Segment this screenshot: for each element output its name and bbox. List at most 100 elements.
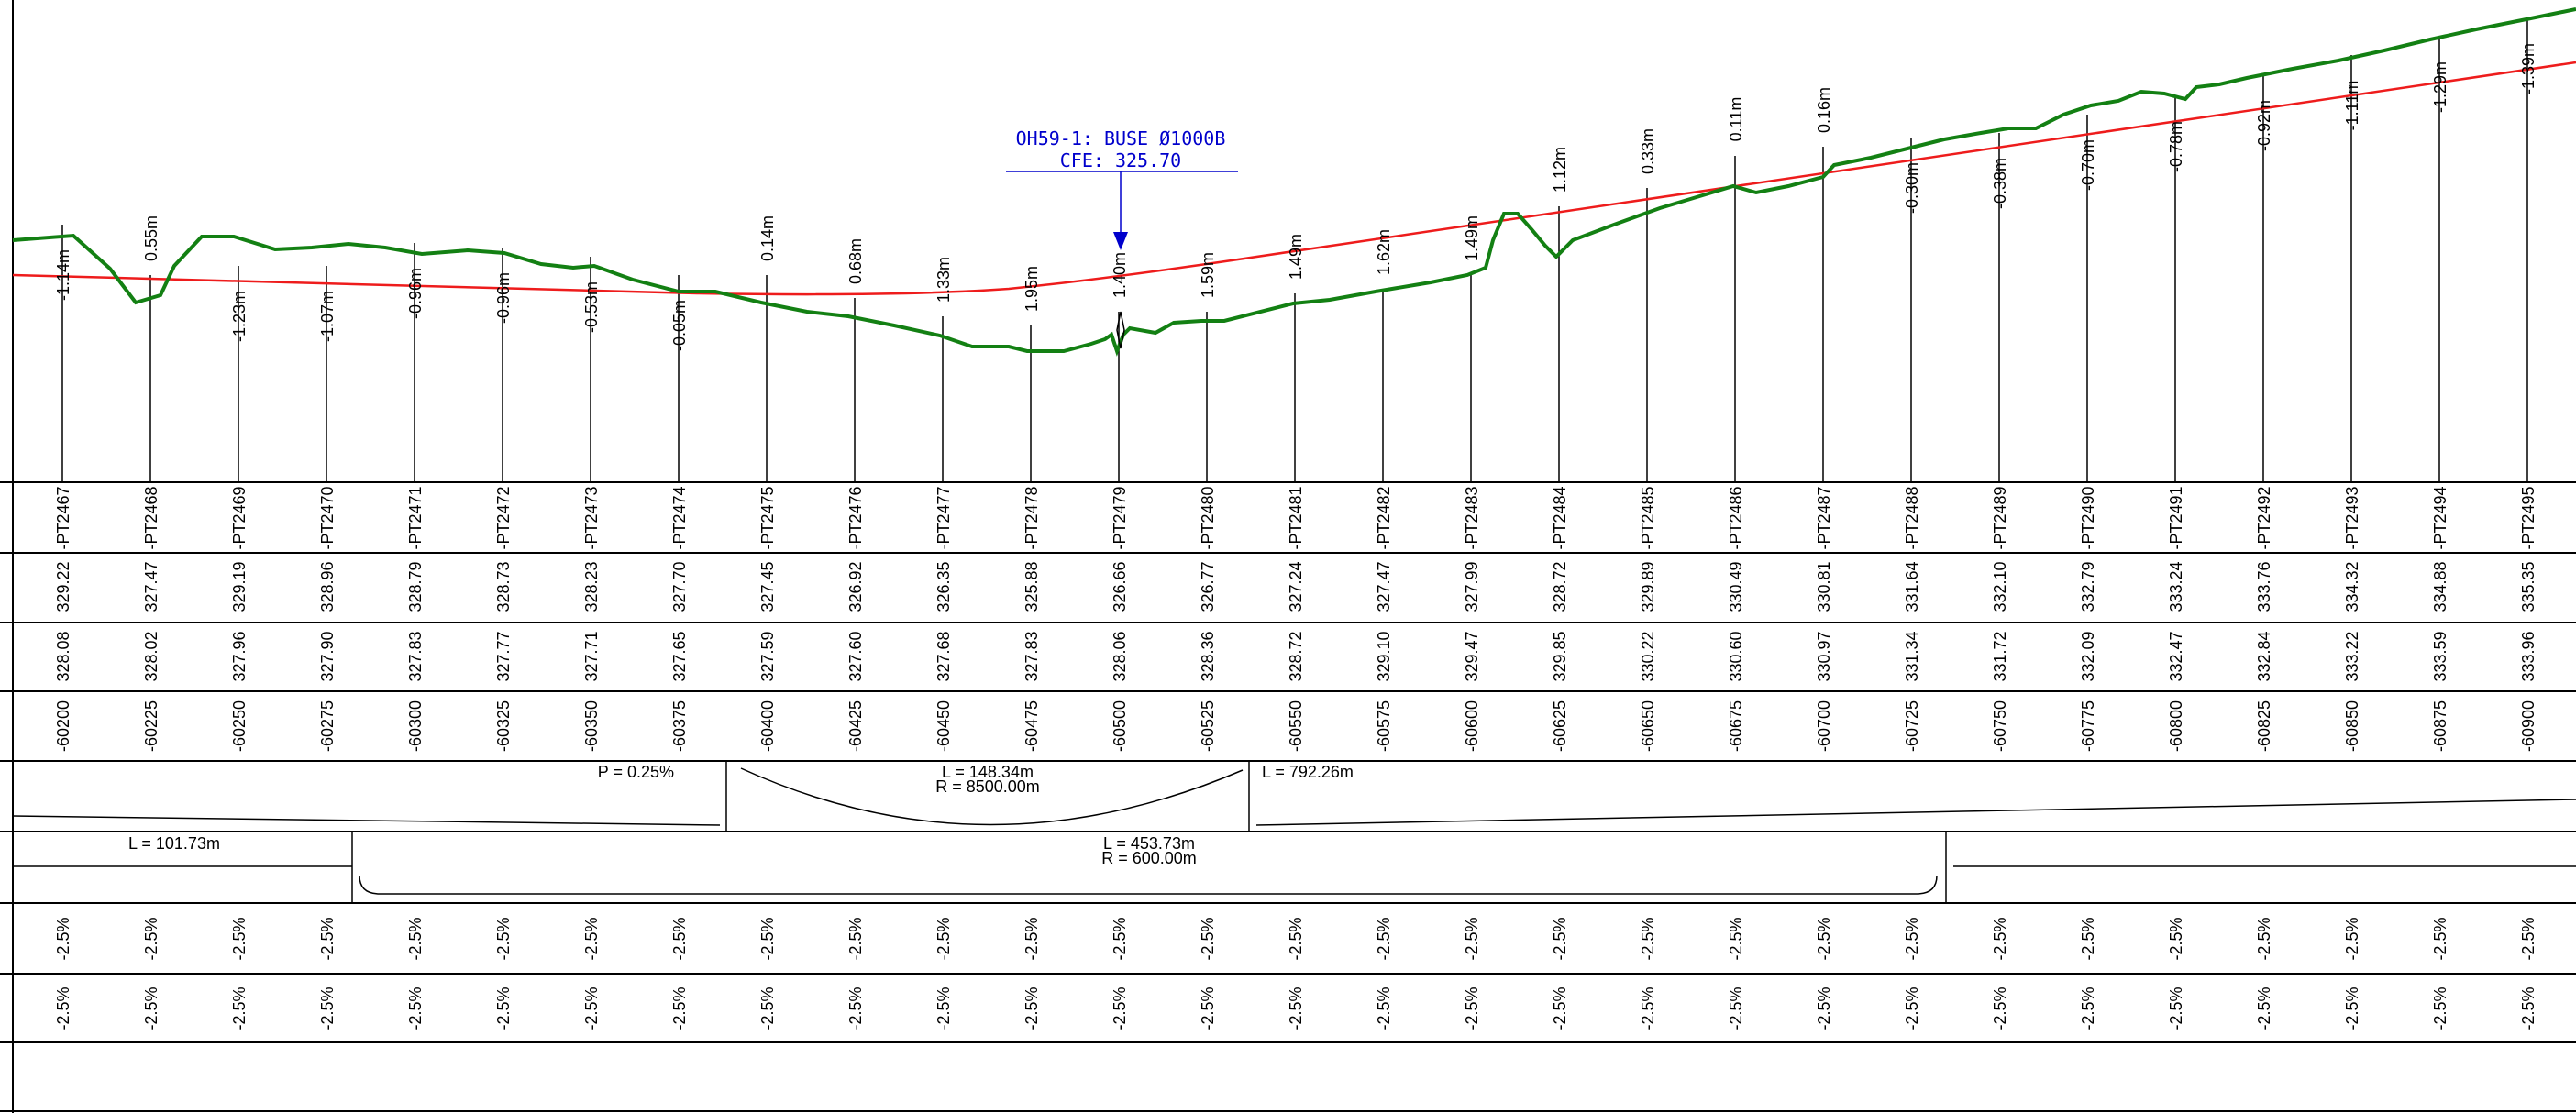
superelevation-right: -2.5% [1463, 986, 1481, 1030]
station-label: -60400 [758, 700, 777, 752]
culvert-invert-label: CFE: 325.70 [1060, 149, 1181, 171]
superelevation-left: -2.5% [2431, 917, 2449, 960]
superelevation-left: -2.5% [1551, 917, 1569, 960]
superelevation-left: -2.5% [670, 917, 689, 960]
pt-label: -PT2474 [670, 486, 689, 549]
station-label: -60225 [142, 700, 160, 752]
pt-label: -PT2492 [2255, 486, 2273, 549]
ground-elevation: 328.72 [1551, 561, 1569, 612]
station-label: -60800 [2167, 700, 2185, 752]
superelevation-right: -2.5% [2167, 986, 2185, 1030]
superelevation-left: -2.5% [1287, 917, 1305, 960]
ground-elevation: 327.24 [1287, 561, 1305, 612]
grade-elevation: 330.22 [1639, 631, 1657, 681]
pt-label: -PT2475 [758, 486, 777, 549]
pt-label: -PT2491 [2167, 486, 2185, 549]
difference-label: -0.96m [494, 272, 513, 324]
station-label: -60650 [1639, 700, 1657, 752]
superelevation-left: -2.5% [2255, 917, 2273, 960]
superelevation-left: -2.5% [54, 917, 72, 960]
grade-elevation: 327.83 [406, 631, 425, 681]
superelevation-right: -2.5% [1023, 986, 1041, 1030]
ground-elevation: 335.35 [2519, 561, 2537, 612]
pt-label: -PT2483 [1463, 486, 1481, 549]
ground-elevation: 326.77 [1199, 561, 1217, 612]
pt-label: -PT2477 [934, 486, 953, 549]
difference-label: 1.12m [1551, 147, 1569, 193]
difference-label: 0.33m [1639, 128, 1657, 174]
superelevation-right: -2.5% [494, 986, 513, 1030]
superelevation-left: -2.5% [2079, 917, 2097, 960]
pt-label: -PT2482 [1375, 486, 1393, 549]
superelevation-left: -2.5% [1991, 917, 2009, 960]
station-label: -60425 [846, 700, 865, 752]
superelevation-right: -2.5% [846, 986, 865, 1030]
ground-elevation: 326.92 [846, 561, 865, 612]
grade-elevation: 327.90 [318, 631, 337, 681]
superelevation-left: -2.5% [2519, 917, 2537, 960]
difference-label: 1.95m [1023, 266, 1041, 312]
pt-label: -PT2476 [846, 486, 865, 549]
vertical-alignment-band [12, 761, 2576, 832]
difference-label: -0.78m [2167, 121, 2185, 172]
superelevation-right: -2.5% [2519, 986, 2537, 1030]
grade-elevation: 329.10 [1375, 631, 1393, 681]
station-label: -60675 [1727, 700, 1745, 752]
difference-label: -0.70m [2079, 139, 2097, 191]
pt-label: -PT2487 [1815, 486, 1833, 549]
ground-elevation: 327.47 [1375, 561, 1393, 612]
difference-label: 1.49m [1287, 234, 1305, 280]
superelevation-right: -2.5% [1991, 986, 2009, 1030]
superelevation-right: -2.5% [2431, 986, 2449, 1030]
pt-label: -PT2472 [494, 486, 513, 549]
superelevation-right: -2.5% [1287, 986, 1305, 1030]
superelevation-right: -2.5% [1903, 986, 1921, 1030]
pt-label: -PT2481 [1287, 486, 1305, 549]
grade-elevation: 329.47 [1463, 631, 1481, 681]
pt-label: -PT2471 [406, 486, 425, 549]
ground-elevation: 332.79 [2079, 561, 2097, 612]
station-label: -60625 [1551, 700, 1569, 752]
superelevation-right: -2.5% [1111, 986, 1129, 1030]
pt-label: -PT2467 [54, 486, 72, 549]
superelevation-right: -2.5% [318, 986, 337, 1030]
grade-elevation: 333.59 [2431, 631, 2449, 681]
station-lines [61, 18, 2528, 482]
horizontal-alignment-band [13, 832, 2576, 903]
pt-label: -PT2490 [2079, 486, 2097, 549]
station-label: -60775 [2079, 700, 2097, 752]
superelevation-right: -2.5% [406, 986, 425, 1030]
station-label: -60850 [2343, 700, 2361, 752]
superelevation-left: -2.5% [406, 917, 425, 960]
ground-elevation: 328.23 [582, 561, 601, 612]
superelevation-left: -2.5% [934, 917, 953, 960]
station-label: -60250 [230, 700, 249, 752]
difference-label: 1.59m [1199, 252, 1217, 298]
ground-elevation: 330.81 [1815, 561, 1833, 612]
grade-elevation: 327.83 [1023, 631, 1041, 681]
superelevation-left: -2.5% [1727, 917, 1745, 960]
grade-elevation: 331.34 [1903, 631, 1921, 681]
ground-elevation: 326.35 [934, 561, 953, 612]
grade-elevation: 328.08 [54, 631, 72, 681]
station-label: -60300 [406, 700, 425, 752]
grade-elevation: 333.22 [2343, 631, 2361, 681]
difference-label: 0.55m [142, 215, 160, 261]
superelevation-right: -2.5% [1375, 986, 1393, 1030]
vertical-curve-radius: R = 8500.00m [935, 777, 1040, 796]
superelevation-right: -2.5% [230, 986, 249, 1030]
difference-label: -1.39m [2519, 43, 2537, 94]
pt-label: -PT2470 [318, 486, 337, 549]
vertical-tangent-length: L = 792.26m [1262, 763, 1354, 781]
pt-label: -PT2488 [1903, 486, 1921, 549]
ground-elevation: 332.10 [1991, 561, 2009, 612]
superelevation-right: -2.5% [582, 986, 601, 1030]
station-label: -60325 [494, 700, 513, 752]
grade-elevation: 331.72 [1991, 631, 2009, 681]
difference-label: 0.68m [846, 238, 865, 284]
difference-label: -0.05m [670, 300, 689, 351]
ground-elevation: 325.88 [1023, 561, 1041, 612]
difference-label: -1.11m [2343, 81, 2361, 131]
